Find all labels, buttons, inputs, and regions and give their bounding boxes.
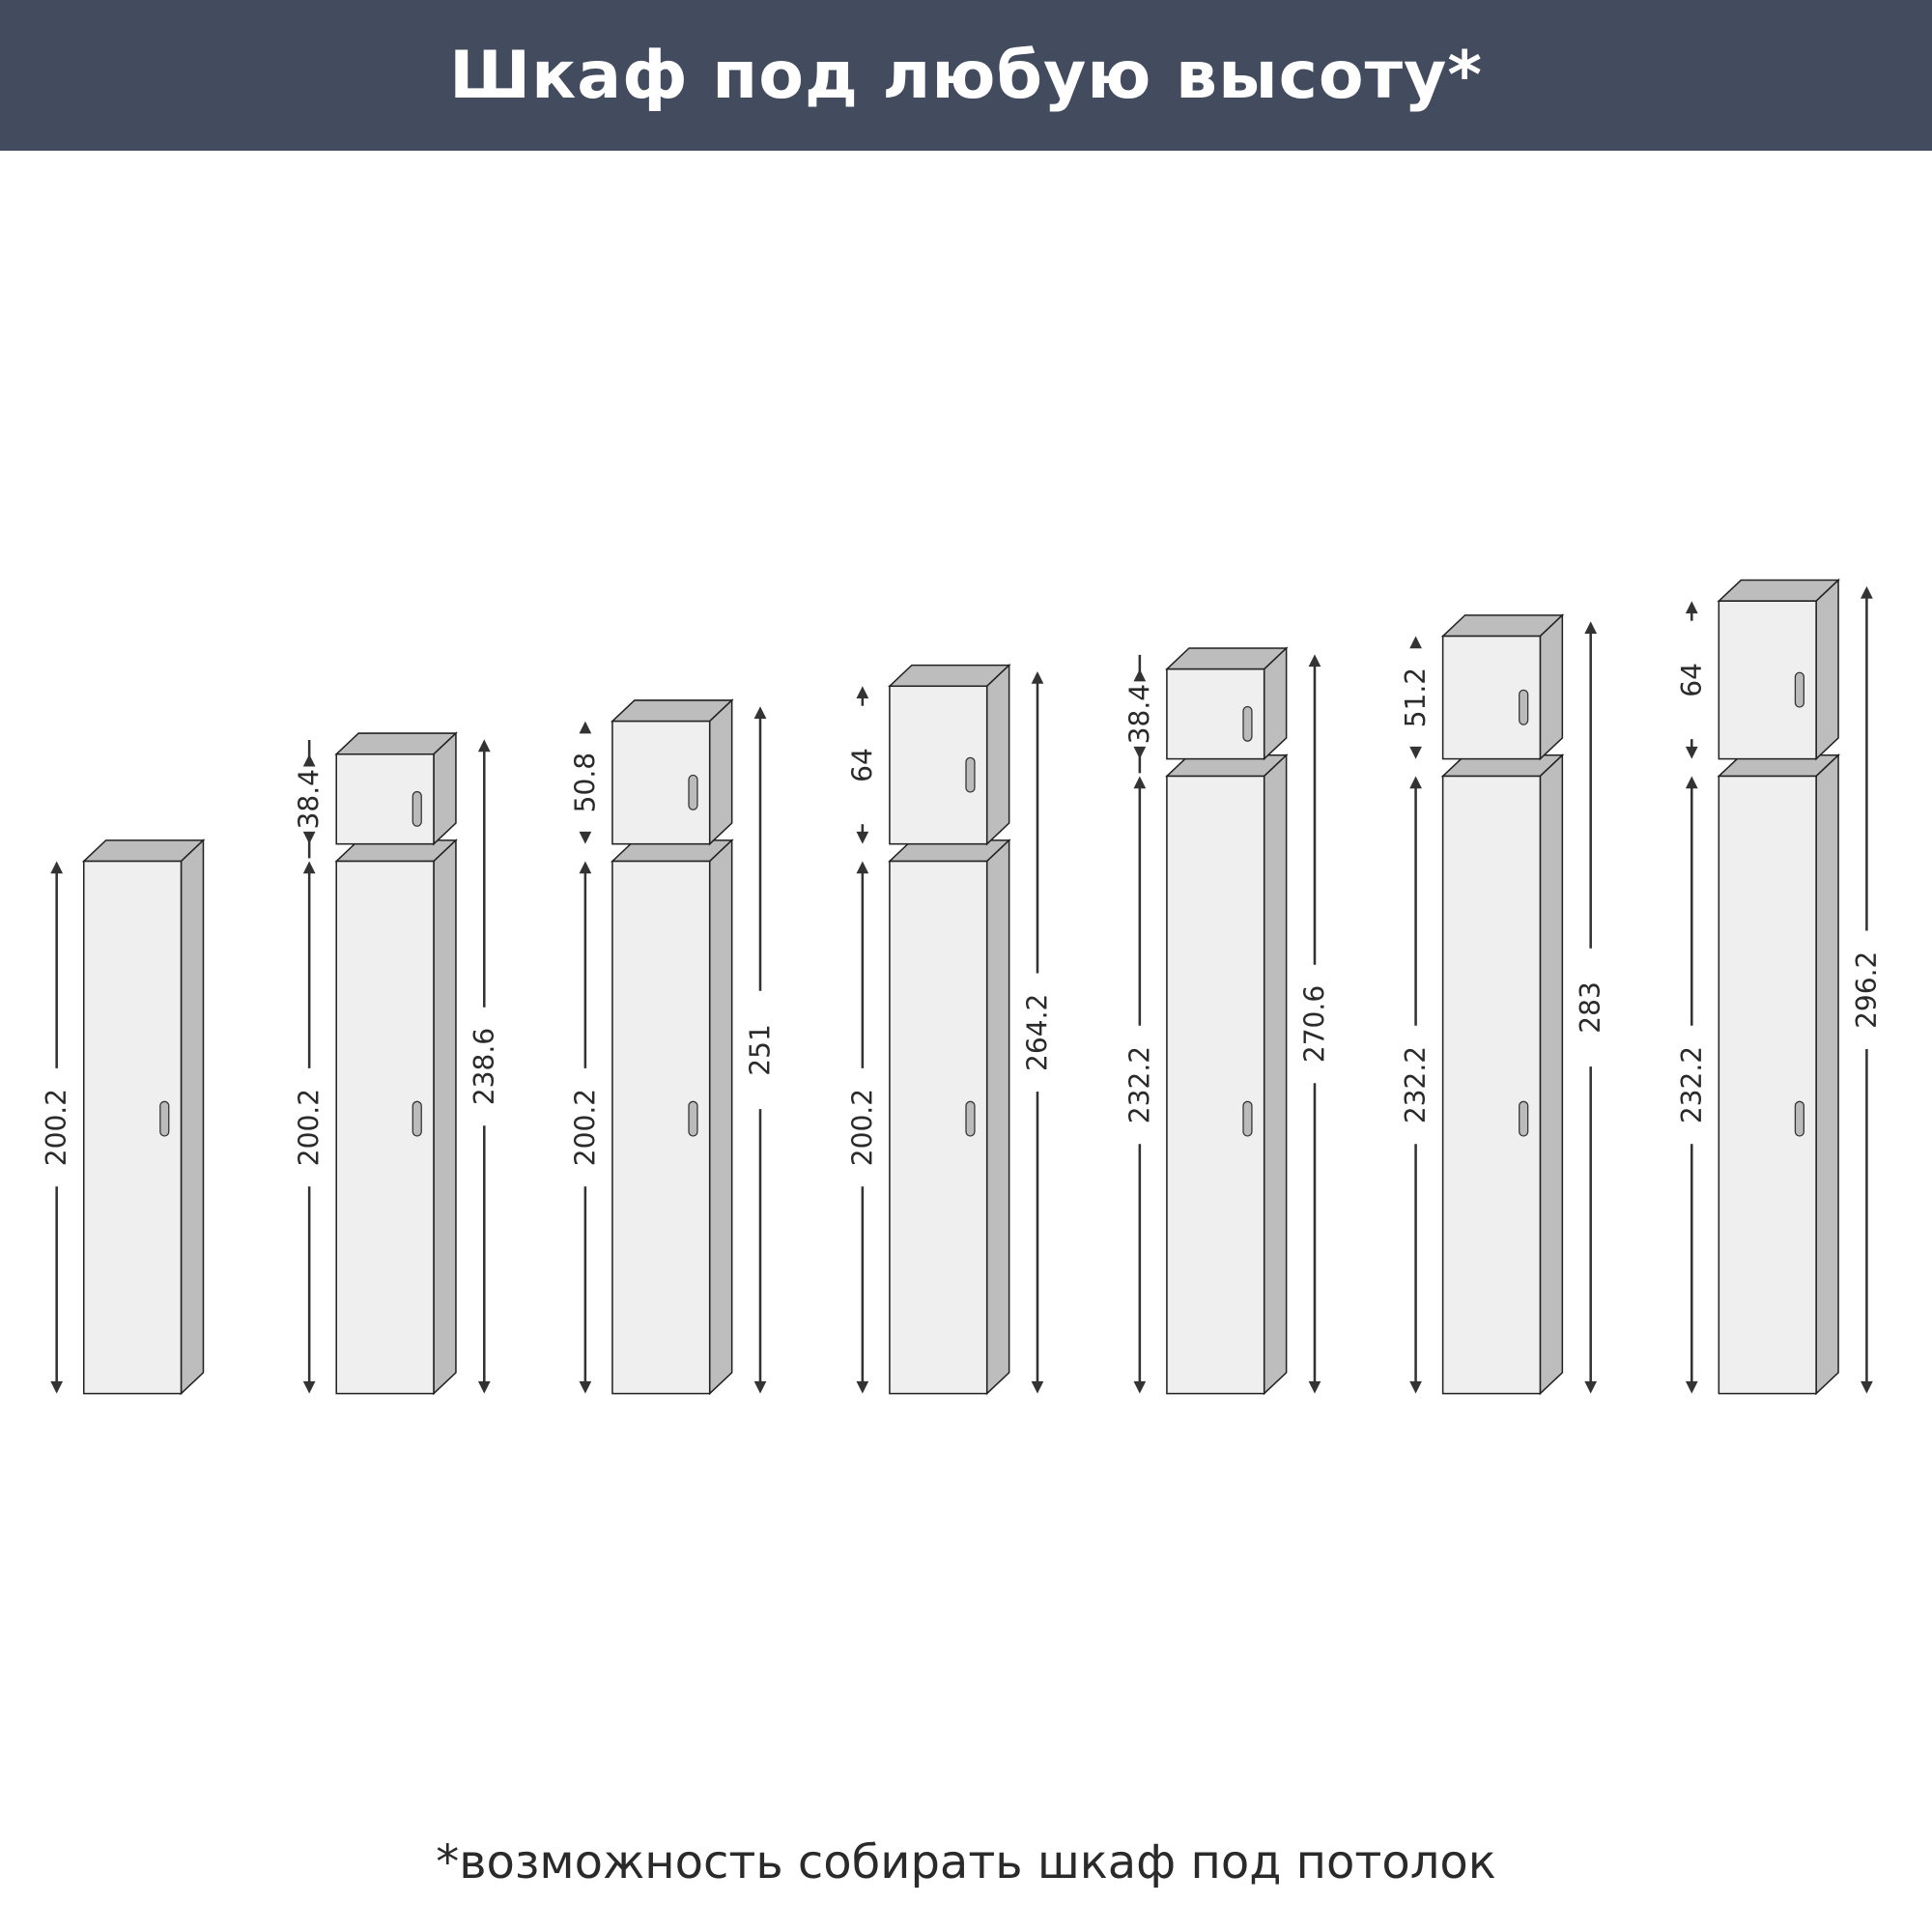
lower-cabinet-side [180, 838, 205, 1396]
cabinet-group: 232.2 64 296.2 [1676, 578, 1883, 1396]
arrow-down-icon [856, 831, 869, 844]
arrow-up-icon [1031, 670, 1044, 684]
door-handle-icon [1242, 1100, 1253, 1137]
lower-height-dimension-label: 200.2 [294, 1089, 326, 1166]
door-handle-icon [1519, 1100, 1529, 1137]
upper-cabinet-side [1815, 578, 1839, 761]
arrow-down-icon [753, 1380, 767, 1394]
arrow-down-icon [1861, 1380, 1873, 1394]
arrow-up-icon [1685, 601, 1698, 613]
lower-cabinet-side [1815, 753, 1839, 1396]
arrow-down-icon [477, 1380, 491, 1394]
cabinet-group: 200.2 [41, 838, 206, 1396]
lower-height-dimension-label: 232.2 [1676, 1046, 1708, 1123]
arrow-down-icon [1584, 1380, 1598, 1394]
arrow-down-icon [50, 1380, 64, 1394]
total-height-dimension-label: 270.6 [1298, 985, 1330, 1063]
arrow-up-icon [1133, 776, 1147, 789]
arrow-up-icon [579, 721, 592, 734]
arrow-up-icon [1584, 621, 1598, 634]
upper-height-dimension-label: 38.4 [1123, 684, 1155, 744]
lower-cabinet-side [985, 838, 1010, 1396]
arrow-down-icon [856, 1380, 869, 1394]
cabinet-group: 232.2 51.2 283 [1400, 613, 1606, 1396]
door-handle-icon [1519, 689, 1529, 725]
lower-height-dimension-label: 200.2 [569, 1089, 601, 1166]
page-title: Шкаф под любую высоту* [449, 37, 1483, 114]
lower-cabinet-side [1263, 753, 1288, 1396]
header-banner: Шкаф под любую высоту* [0, 0, 1932, 151]
arrow-down-icon [1031, 1380, 1044, 1394]
arrow-down-icon [1685, 1380, 1698, 1394]
arrow-up-icon [50, 861, 64, 874]
total-height-dimension-label: 251 [744, 1024, 776, 1076]
cabinet-group: 200.2 64 264.2 [846, 663, 1053, 1396]
arrow-up-icon [1409, 636, 1422, 649]
cabinet-group: 200.2 50.8 251 [569, 698, 776, 1396]
door-handle-icon [688, 774, 698, 810]
lower-cabinet-side [708, 838, 733, 1396]
lower-cabinet-front [1441, 775, 1542, 1395]
door-handle-icon [412, 790, 422, 827]
arrow-up-icon [856, 686, 869, 699]
door-handle-icon [1242, 705, 1253, 742]
door-handle-icon [412, 1100, 422, 1137]
arrow-down-icon [1685, 746, 1698, 759]
arrow-down-icon [1409, 1380, 1422, 1394]
upper-cabinet-side [708, 698, 733, 846]
total-height-dimension-label: 283 [1575, 981, 1606, 1034]
upper-height-dimension-label: 51.2 [1400, 668, 1432, 727]
lower-height-dimension-label: 232.2 [1400, 1046, 1432, 1123]
upper-cabinet-side [985, 663, 1010, 846]
door-handle-icon [965, 1100, 976, 1137]
arrow-up-icon [302, 861, 316, 874]
upper-height-dimension-label: 38.4 [294, 769, 326, 829]
arrow-up-icon [579, 861, 592, 874]
arrow-up-icon [302, 753, 316, 767]
arrow-down-icon [1133, 746, 1147, 759]
door-handle-icon [1794, 671, 1804, 708]
arrow-down-icon [1308, 1380, 1321, 1394]
lower-cabinet-side [433, 838, 457, 1396]
total-height-dimension-label: 238.6 [469, 1028, 500, 1105]
upper-height-dimension-label: 64 [846, 748, 878, 782]
door-handle-icon [688, 1100, 698, 1137]
cabinet-group: 232.2 38.4 270.6 [1123, 646, 1330, 1396]
upper-height-dimension-label: 50.8 [569, 753, 601, 812]
lower-cabinet-front [1166, 775, 1265, 1395]
arrow-up-icon [1308, 654, 1321, 668]
upper-cabinet-front [335, 753, 435, 845]
arrow-down-icon [1133, 1380, 1147, 1394]
lower-height-dimension-label: 200.2 [846, 1089, 878, 1166]
upper-height-dimension-label: 64 [1676, 663, 1708, 697]
arrow-up-icon [1861, 585, 1873, 599]
cabinet-group: 200.2 38.4 238.6 [294, 731, 500, 1396]
lower-height-dimension-label: 232.2 [1123, 1046, 1155, 1123]
lower-cabinet-side [1539, 753, 1564, 1396]
door-handle-icon [159, 1100, 170, 1137]
total-height-dimension-label: 296.2 [1851, 952, 1883, 1029]
footnote: *возможность собирать шкаф под потолок [436, 1835, 1496, 1889]
arrow-down-icon [302, 1380, 316, 1394]
upper-cabinet-side [1539, 613, 1564, 761]
arrow-up-icon [1133, 668, 1147, 682]
total-height-dimension-label: 264.2 [1021, 994, 1053, 1071]
door-handle-icon [1794, 1100, 1804, 1137]
lower-height-dimension-label: 200.2 [41, 1089, 72, 1166]
door-handle-icon [965, 756, 976, 793]
arrow-up-icon [753, 706, 767, 720]
arrow-down-icon [579, 1380, 592, 1394]
arrow-up-icon [1409, 776, 1422, 789]
arrow-down-icon [1409, 746, 1422, 759]
arrow-up-icon [477, 739, 491, 753]
arrow-down-icon [302, 831, 316, 844]
arrow-up-icon [1685, 776, 1698, 789]
arrow-up-icon [856, 861, 869, 874]
arrow-down-icon [579, 831, 592, 844]
lower-cabinet-front [1718, 775, 1817, 1395]
